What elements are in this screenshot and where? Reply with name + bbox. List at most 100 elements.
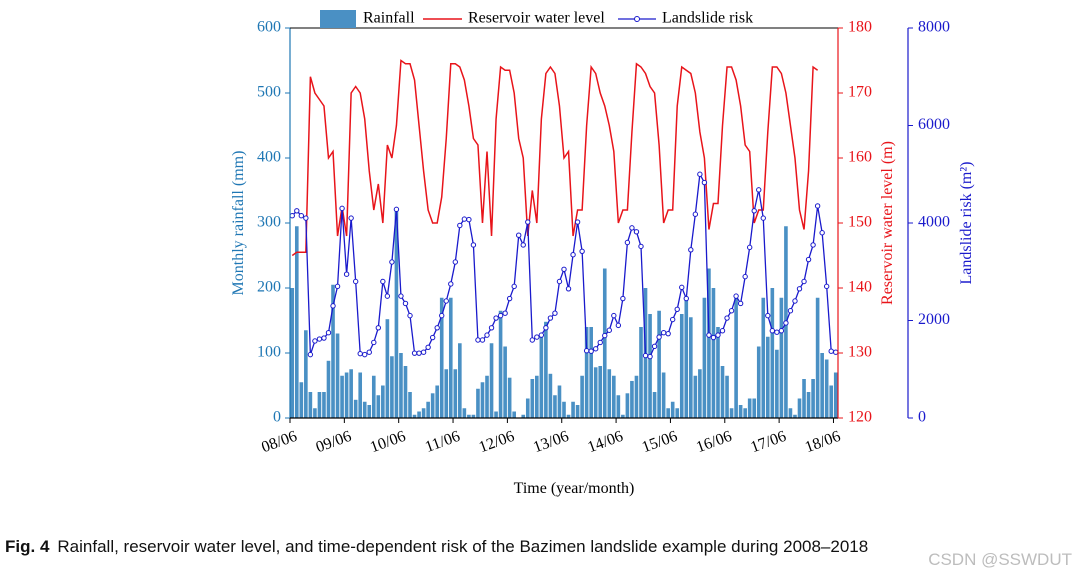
landslide-risk-point	[602, 332, 608, 339]
caption-text: Rainfall, reservoir water level, and tim…	[57, 537, 869, 556]
landslide-risk-point	[574, 219, 581, 225]
landslide-risk-point	[724, 315, 730, 321]
landslide-risk-point	[751, 208, 757, 214]
risk-tick-label: 4000	[918, 214, 950, 231]
landslide-risk-point	[411, 350, 418, 356]
rainfall-bar	[530, 379, 535, 418]
landslide-risk-point	[697, 171, 703, 177]
landslide-risk-point	[516, 232, 522, 238]
rainfall-bar	[435, 385, 439, 418]
rainfall-bar	[621, 414, 625, 418]
rainfall-bar	[349, 369, 353, 418]
landslide-risk-point	[497, 312, 504, 319]
rainfall-bar	[430, 393, 435, 418]
landslide-risk-point	[294, 208, 300, 214]
landslide-risk-point	[688, 247, 694, 253]
rainfall-bar	[630, 380, 634, 418]
rainfall-bar	[317, 392, 322, 418]
rainfall-bar	[815, 297, 820, 418]
rainfall-bar	[371, 375, 376, 418]
landslide-risk-point	[715, 332, 721, 338]
rainfall-bar	[765, 336, 770, 418]
rainfall-bar	[453, 369, 458, 418]
rainfall-bar	[820, 353, 824, 418]
risk-tick-label: 8000	[918, 19, 950, 36]
landslide-risk-point	[348, 215, 354, 221]
landslide-risk-point	[620, 295, 626, 302]
landslide-risk-point	[384, 293, 391, 299]
landslide-risk-point	[746, 244, 753, 251]
landslide-risk-point	[629, 225, 635, 231]
rainfall-bar	[489, 343, 494, 418]
landslide-risk-point	[375, 325, 382, 331]
rainfall-bar	[593, 367, 598, 418]
line-series	[289, 59, 839, 360]
landslide-risk-point	[728, 308, 735, 314]
rainfall-bar	[811, 379, 815, 418]
rainfall-bar	[657, 310, 661, 418]
rainfall-bar	[412, 414, 417, 418]
rainfall-bar	[580, 375, 584, 418]
landslide-risk-point	[289, 212, 295, 219]
landslide-risk-point	[733, 293, 739, 299]
landslide-risk-point	[647, 353, 653, 360]
landslide-risk-point	[529, 337, 535, 343]
landslide-risk-point	[552, 310, 558, 316]
landslide-risk-point	[398, 293, 404, 299]
rainfall-bar	[399, 353, 403, 418]
rainfall-bar	[494, 411, 498, 418]
caption-fig-label: Fig. 4	[5, 537, 50, 556]
legend: Rainfall Reservoir water level Landslide r…	[320, 10, 753, 28]
x-tick-label: 17/06	[748, 428, 788, 456]
landslide-risk-point	[352, 278, 359, 285]
rainfall-bar	[566, 414, 571, 418]
landslide-risk-point	[362, 351, 368, 358]
landslide-risk-point	[778, 328, 785, 334]
x-tick-label: 10/06	[368, 428, 408, 456]
rainfall-bar	[498, 310, 503, 418]
risk-tick-label: 2000	[918, 311, 950, 328]
rainfall-bar	[584, 327, 589, 418]
rainfall-bar	[539, 333, 544, 418]
landslide-risk-point	[624, 239, 631, 246]
landslide-risk-point	[452, 259, 459, 265]
landslide-risk-point	[805, 256, 812, 263]
landslide-risk-point	[823, 283, 830, 290]
landslide-risk-point	[588, 348, 594, 354]
landslide-risk-point	[606, 327, 612, 333]
rainfall-bar	[607, 369, 612, 418]
right-tick-label: 170	[848, 84, 872, 101]
rainfall-bar	[598, 366, 603, 418]
landslide-risk-point	[393, 206, 400, 213]
landslide-risk-point	[334, 283, 341, 290]
landslide-risk-point	[756, 187, 762, 193]
rainfall-bar	[385, 319, 390, 418]
rainfall-bar	[417, 411, 421, 418]
rainfall-bar	[476, 388, 480, 418]
rainfall-bar	[458, 343, 462, 418]
rainfall-bar	[829, 385, 834, 418]
landslide-risk-point	[470, 242, 477, 248]
landslide-risk-point	[416, 350, 422, 356]
right-axis-label: Reservoir water level (m)	[879, 141, 896, 305]
landslide-risk-point	[298, 212, 305, 219]
risk-tick-label: 0	[918, 409, 926, 426]
risk-tick-label: 6000	[918, 116, 950, 133]
landslide-risk-point	[796, 286, 803, 292]
landslide-risk-point	[425, 344, 431, 351]
rainfall-bar	[535, 375, 539, 418]
landslide-risk-point	[814, 203, 821, 209]
landslide-risk-line	[291, 172, 836, 358]
landslide-risk-point	[339, 205, 345, 212]
rainfall-bar	[756, 346, 761, 418]
landslide-risk-point	[833, 349, 839, 355]
landslide-risk-point	[810, 242, 816, 248]
landslide-risk-point	[488, 325, 495, 331]
landslide-risk-point	[321, 335, 327, 341]
rainfall-bar	[770, 288, 775, 418]
landslide-risk-point	[316, 336, 323, 342]
legend-rainfall-label: Rainfall	[363, 10, 415, 27]
landslide-risk-point	[801, 278, 807, 285]
left-tick-label: 300	[257, 214, 281, 231]
rainfall-bar	[557, 385, 562, 418]
